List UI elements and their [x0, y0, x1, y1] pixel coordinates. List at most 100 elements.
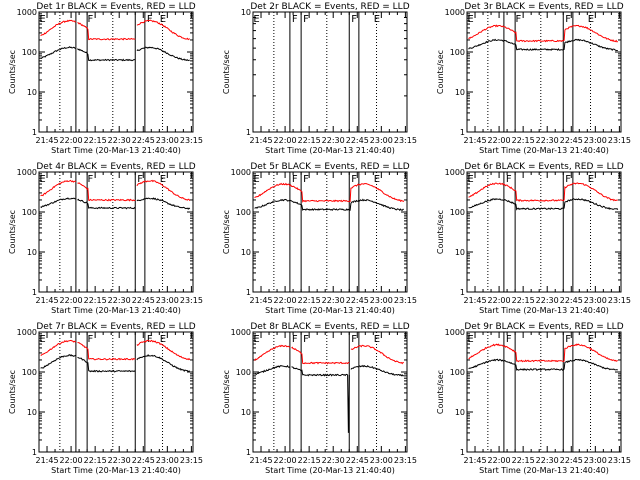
marker-label: E: [160, 14, 166, 25]
x-tick-label: 22:15: [512, 296, 535, 305]
marker-label: F: [303, 174, 309, 185]
panel-title: Det 6r BLACK = Events, RED = LLD: [464, 162, 623, 172]
lld-series-line: [254, 344, 404, 365]
marker-label: F: [565, 334, 571, 345]
y-tick-label: 10: [27, 248, 37, 257]
y-tick-label: 10: [455, 408, 465, 417]
marker-label: F: [292, 174, 298, 185]
marker-label: F: [506, 174, 512, 185]
lld-series-line: [468, 343, 618, 363]
y-axis-label: Counts/sec: [222, 370, 231, 414]
y-tick-label: 10: [27, 88, 37, 97]
panel-title: Det 3r BLACK = Events, RED = LLD: [464, 2, 623, 12]
y-tick-label: 1000: [445, 168, 465, 177]
y-tick-label: 1000: [17, 8, 37, 17]
x-tick-label: 23:00: [584, 136, 607, 145]
panel-title: Det 9r BLACK = Events, RED = LLD: [464, 322, 623, 332]
x-tick-label: 22:30: [108, 296, 131, 305]
x-tick-label: 22:00: [274, 456, 297, 465]
y-tick-label: 1: [32, 448, 37, 457]
y-axis-label: Counts/sec: [436, 50, 445, 94]
marker-label: F: [303, 334, 309, 345]
y-tick-label: 100: [236, 368, 251, 377]
plot-frame: [38, 171, 194, 293]
marker-label: E: [374, 14, 380, 25]
marker-label: F: [516, 14, 522, 25]
x-tick-label: 22:00: [60, 136, 83, 145]
x-axis-label: Start Time (20-Mar-13 21:40:40): [479, 306, 609, 315]
y-tick-label: 1000: [231, 328, 251, 337]
marker-label: E: [467, 14, 473, 25]
marker-label: E: [160, 334, 166, 345]
y-tick-label: 100: [450, 368, 465, 377]
y-tick-label: 10: [455, 88, 465, 97]
x-tick-label: 22:15: [84, 136, 107, 145]
panel-title: Det 8r BLACK = Events, RED = LLD: [250, 322, 409, 332]
y-tick-label: 100: [450, 208, 465, 217]
y-tick-label: 1000: [17, 328, 37, 337]
x-tick-label: 22:00: [60, 456, 83, 465]
y-tick-label: 10: [455, 248, 465, 257]
x-tick-label: 23:15: [394, 456, 417, 465]
panel-3: Det 3r BLACK = Events, RED = LLD 1 10 100 10…: [436, 2, 631, 155]
panel-title: Det 5r BLACK = Events, RED = LLD: [250, 162, 409, 172]
x-tick-label: 22:15: [84, 456, 107, 465]
panel-6: Det 6r BLACK = Events, RED = LLD 1 10 100 10…: [436, 162, 631, 315]
x-tick-label: 22:00: [488, 456, 511, 465]
x-tick-label: 22:30: [536, 136, 559, 145]
x-tick-label: 22:45: [346, 136, 369, 145]
x-tick-label: 22:45: [560, 136, 583, 145]
x-tick-label: 23:15: [608, 456, 631, 465]
y-tick-label: 10: [27, 408, 37, 417]
x-axis-label: Start Time (20-Mar-13 21:40:40): [479, 146, 609, 155]
x-tick-label: 22:00: [60, 296, 83, 305]
y-tick-label: 1000: [17, 168, 37, 177]
panel-title: Det 7r BLACK = Events, RED = LLD: [36, 322, 195, 332]
lld-series-line: [468, 182, 619, 202]
events-series-line: [468, 38, 618, 52]
x-axis-label: Start Time (20-Mar-13 21:40:40): [265, 306, 395, 315]
x-tick-label: 22:30: [536, 296, 559, 305]
marker-label: F: [565, 174, 571, 185]
marker-label: F: [88, 14, 94, 25]
lld-series-line: [468, 24, 619, 43]
marker-label: F: [88, 174, 94, 185]
marker-label: E: [588, 334, 594, 345]
y-tick-label: 1: [246, 448, 251, 457]
x-tick-label: 22:30: [108, 456, 131, 465]
x-tick-label: 23:00: [370, 456, 393, 465]
x-tick-label: 22:45: [346, 456, 369, 465]
x-axis-label: Start Time (20-Mar-13 21:40:40): [479, 466, 609, 475]
x-tick-label: 22:45: [132, 456, 155, 465]
x-axis-label: Start Time (20-Mar-13 21:40:40): [265, 146, 395, 155]
y-tick-label: 100: [22, 208, 37, 217]
y-tick-label: 1000: [445, 328, 465, 337]
plot-frame: [38, 11, 194, 133]
x-tick-label: 21:45: [463, 136, 486, 145]
x-axis-label: Start Time (20-Mar-13 21:40:40): [51, 466, 181, 475]
x-tick-label: 22:45: [560, 456, 583, 465]
y-tick-label: 1: [246, 128, 251, 137]
marker-label: F: [303, 14, 309, 25]
events-series-line: [254, 198, 404, 212]
x-tick-label: 22:30: [108, 136, 131, 145]
events-series-line: [40, 197, 191, 210]
panel-1: Det 1r BLACK = Events, RED = LLD 1 10 100 10…: [8, 2, 203, 155]
x-tick-label: 22:30: [322, 136, 345, 145]
marker-label: E: [253, 14, 259, 25]
x-tick-label: 23:00: [584, 296, 607, 305]
lld-series-line: [40, 339, 191, 361]
x-tick-label: 23:15: [608, 136, 631, 145]
y-axis-label: Counts/sec: [8, 210, 17, 254]
x-tick-label: 23:15: [394, 136, 417, 145]
x-tick-label: 21:45: [35, 136, 58, 145]
y-tick-label: 1: [246, 288, 251, 297]
panel-2: Det 2r BLACK = Events, RED = LLD 1 10 Count…: [222, 2, 417, 155]
x-tick-label: 23:00: [156, 136, 179, 145]
marker-label: F: [506, 334, 512, 345]
x-tick-label: 22:15: [298, 456, 321, 465]
x-tick-label: 22:15: [298, 296, 321, 305]
y-axis-label: Counts/sec: [436, 210, 445, 254]
panel-9: Det 9r BLACK = Events, RED = LLD 1 10 100 10…: [436, 322, 631, 475]
y-tick-label: 1000: [445, 8, 465, 17]
